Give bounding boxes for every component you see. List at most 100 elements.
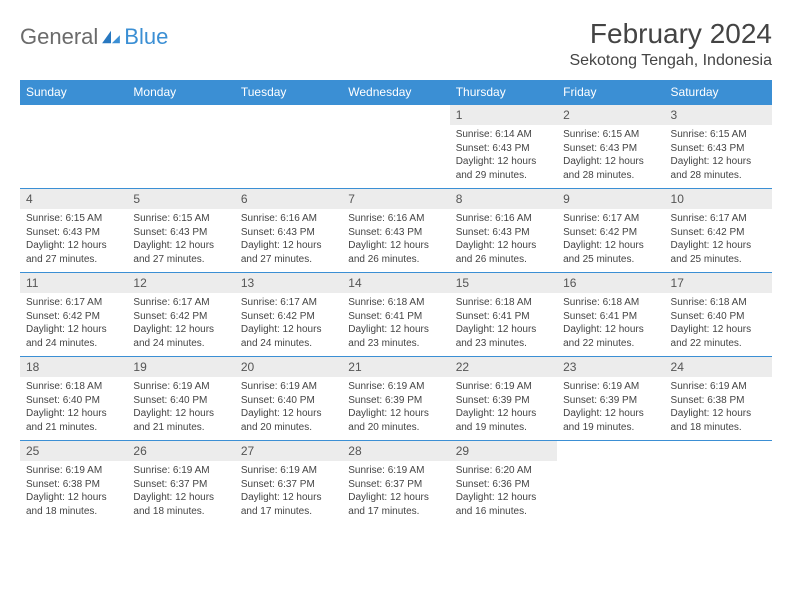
day-details-cell: Sunrise: 6:16 AMSunset: 6:43 PMDaylight:… — [235, 209, 342, 273]
sunrise-text: Sunrise: 6:16 AM — [456, 213, 532, 224]
day-details-cell — [342, 125, 449, 189]
sunrise-text: Sunrise: 6:19 AM — [348, 381, 424, 392]
sunset-text: Sunset: 6:42 PM — [133, 311, 207, 322]
day-details-cell: Sunrise: 6:19 AM Sunset: 6:37 PM Daylight:… — [127, 461, 234, 524]
sunset-text: Sunset: 6:37 PM — [133, 479, 207, 490]
weekday-header: Monday — [127, 80, 234, 105]
daylight-text: Daylight: 12 hours and 24 minutes. — [241, 324, 322, 349]
day-number-cell: 3 — [665, 105, 772, 126]
day-details-cell: Sunrise: 6:20 AMSunset: 6:36 PMDaylight:… — [450, 461, 557, 524]
day-number-cell: 25 — [20, 441, 127, 462]
sunset-text: Sunset: 6:43 PM — [563, 143, 637, 154]
day-number-cell — [665, 441, 772, 462]
weekday-header: Saturday — [665, 80, 772, 105]
weekday-header: Sunday — [20, 80, 127, 105]
sunrise-text: Sunrise: 6:19 AM — [456, 381, 532, 392]
day-number-cell: 12 — [127, 273, 234, 294]
day-number-cell — [127, 105, 234, 126]
day-number-cell: 1 — [450, 105, 557, 126]
day-number-cell — [235, 105, 342, 126]
daylight-text: Daylight: 12 hours and 29 minutes. — [456, 156, 537, 181]
sunrise-text: Sunrise: 6:18 AM — [563, 297, 639, 308]
day-number-cell: 24 — [665, 357, 772, 378]
day-details-cell: Sunrise: 6:15 AMSunset: 6:43 PMDaylight:… — [127, 209, 234, 273]
daylight-text: Daylight: 12 hours and 27 minutes. — [26, 240, 107, 265]
day-number-row: 2526272829 — [20, 441, 772, 462]
day-details-cell: Sunrise: 6:15 AMSunset: 6:43 PMDaylight:… — [665, 125, 772, 189]
sunset-text: Sunset: 6:42 PM — [241, 311, 315, 322]
day-details-cell: Sunrise: 6:15 AMSunset: 6:43 PMDaylight:… — [20, 209, 127, 273]
day-number-cell — [557, 441, 664, 462]
daylight-text: Daylight: 12 hours and 23 minutes. — [456, 324, 537, 349]
day-details-cell: Sunrise: 6:17 AMSunset: 6:42 PMDaylight:… — [127, 293, 234, 357]
sunrise-text: Sunrise: 6:15 AM — [26, 213, 102, 224]
day-details-cell: Sunrise: 6:17 AMSunset: 6:42 PMDaylight:… — [665, 209, 772, 273]
logo-sail-icon — [100, 29, 122, 45]
day-details-cell: Sunrise: 6:18 AMSunset: 6:41 PMDaylight:… — [557, 293, 664, 357]
weekday-header: Thursday — [450, 80, 557, 105]
daylight-text: Daylight: 12 hours and 25 minutes. — [671, 240, 752, 265]
calendar-body: 123Sunrise: 6:14 AMSunset: 6:43 PMDaylig… — [20, 105, 772, 525]
sunrise-text: Sunrise: 6:19 AM — [241, 465, 317, 476]
logo: General Blue — [20, 18, 168, 50]
sunrise-text: Sunrise: 6:19 AM — [133, 465, 209, 476]
day-number-row: 45678910 — [20, 189, 772, 210]
calendar-table: SundayMondayTuesdayWednesdayThursdayFrid… — [20, 80, 772, 524]
sunset-text: Sunset: 6:39 PM — [456, 395, 530, 406]
daylight-text: Daylight: 12 hours and 20 minutes. — [348, 408, 429, 433]
sunset-text: Sunset: 6:41 PM — [563, 311, 637, 322]
day-details-cell: Sunrise: 6:16 AMSunset: 6:43 PMDaylight:… — [342, 209, 449, 273]
day-details-cell: Sunrise: 6:17 AMSunset: 6:42 PMDaylight:… — [235, 293, 342, 357]
logo-text-blue: Blue — [124, 24, 168, 50]
weekday-header: Tuesday — [235, 80, 342, 105]
day-number-row: 18192021222324 — [20, 357, 772, 378]
daylight-text: Daylight: 12 hours and 18 minutes. — [671, 408, 752, 433]
daylight-text: Daylight: 12 hours and 19 minutes. — [456, 408, 537, 433]
daylight-text: Daylight: 12 hours and 23 minutes. — [348, 324, 429, 349]
day-details-cell: Sunrise: 6:19 AM Sunset: 6:39 PM Daylight:… — [342, 377, 449, 441]
sunset-text: Sunset: 6:41 PM — [456, 311, 530, 322]
daylight-text: Daylight: 12 hours and 18 minutes. — [26, 492, 107, 517]
sunrise-text: Sunrise: 6:17 AM — [26, 297, 102, 308]
sunset-text: Sunset: 6:42 PM — [26, 311, 100, 322]
sunrise-text: Sunrise: 6:15 AM — [671, 129, 747, 140]
day-number-cell: 13 — [235, 273, 342, 294]
sunrise-text: Sunrise: 6:19 AM — [26, 465, 102, 476]
day-number-cell: 16 — [557, 273, 664, 294]
sunset-text: Sunset: 6:40 PM — [133, 395, 207, 406]
sunset-text: Sunset: 6:39 PM — [563, 395, 637, 406]
sunrise-text: Sunrise: 6:15 AM — [133, 213, 209, 224]
day-number-cell — [342, 105, 449, 126]
day-details-cell — [557, 461, 664, 524]
daylight-text: Daylight: 12 hours and 18 minutes. — [133, 492, 214, 517]
sunrise-text: Sunrise: 6:19 AM — [241, 381, 317, 392]
sunset-text: Sunset: 6:40 PM — [26, 395, 100, 406]
sunset-text: Sunset: 6:43 PM — [133, 227, 207, 238]
sunset-text: Sunset: 6:43 PM — [456, 143, 530, 154]
day-details-row: Sunrise: 6:19 AMSunset: 6:38 PMDaylight:… — [20, 461, 772, 524]
day-number-cell: 14 — [342, 273, 449, 294]
sunrise-text: Sunrise: 6:18 AM — [456, 297, 532, 308]
daylight-text: Daylight: 12 hours and 28 minutes. — [671, 156, 752, 181]
day-number-cell: 7 — [342, 189, 449, 210]
day-number-row: 123 — [20, 105, 772, 126]
sunrise-text: Sunrise: 6:19 AM — [348, 465, 424, 476]
day-details-row: Sunrise: 6:17 AM Sunset: 6:42 PM Daylight:… — [20, 293, 772, 357]
day-details-cell — [665, 461, 772, 524]
day-number-cell: 20 — [235, 357, 342, 378]
sunrise-text: Sunrise: 6:19 AM — [563, 381, 639, 392]
month-title: February 2024 — [569, 18, 772, 50]
daylight-text: Daylight: 12 hours and 25 minutes. — [563, 240, 644, 265]
day-number-cell: 18 — [20, 357, 127, 378]
sunrise-text: Sunrise: 6:18 AM — [671, 297, 747, 308]
day-number-cell: 19 — [127, 357, 234, 378]
sunset-text: Sunset: 6:39 PM — [348, 395, 422, 406]
day-details-cell — [235, 125, 342, 189]
day-details-cell: Sunrise: 6:19 AMSunset: 6:37 PMDaylight:… — [342, 461, 449, 524]
daylight-text: Daylight: 12 hours and 24 minutes. — [26, 324, 107, 349]
sunrise-text: Sunrise: 6:19 AM — [671, 381, 747, 392]
sunset-text: Sunset: 6:36 PM — [456, 479, 530, 490]
day-number-cell: 9 — [557, 189, 664, 210]
day-number-cell: 8 — [450, 189, 557, 210]
day-details-cell: Sunrise: 6:19 AMSunset: 6:40 PMDaylight:… — [127, 377, 234, 441]
